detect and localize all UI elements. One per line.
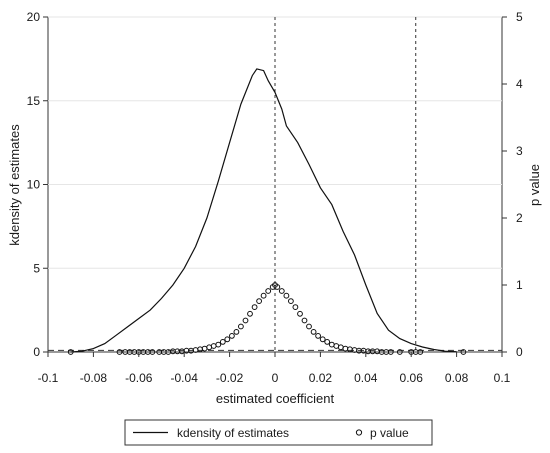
x-tick-label: 0.04 bbox=[354, 371, 378, 385]
legend-marker-pvalue bbox=[355, 429, 363, 436]
pvalue-point bbox=[247, 310, 253, 317]
x-tick-label: 0 bbox=[272, 371, 279, 385]
legend-label-pvalue: p value bbox=[370, 426, 409, 440]
x-tick-label: -0.08 bbox=[80, 371, 108, 385]
x-tick-label: 0.08 bbox=[445, 371, 469, 385]
pvalue-point bbox=[396, 349, 403, 355]
pvalue-point bbox=[116, 349, 123, 355]
y-left-tick-label: 5 bbox=[33, 261, 40, 275]
x-axis-title: estimated coefficient bbox=[216, 391, 335, 406]
pvalue-point bbox=[342, 345, 349, 352]
y-right-tick-label: 4 bbox=[516, 77, 523, 91]
x-tick-label: 0.1 bbox=[494, 371, 511, 385]
y-right-tick-label: 3 bbox=[516, 144, 523, 158]
pvalue-point bbox=[274, 284, 281, 290]
pvalue-point bbox=[256, 298, 263, 305]
pvalue-point bbox=[251, 304, 258, 311]
pvalue-point bbox=[229, 333, 235, 339]
y-axis-title-right: p value bbox=[527, 164, 542, 206]
pvalue-point bbox=[306, 323, 312, 330]
pvalue-point bbox=[278, 288, 285, 294]
pvalue-point bbox=[324, 339, 331, 345]
pvalue-point bbox=[292, 304, 299, 311]
pvalue-point bbox=[337, 344, 344, 351]
y-left-tick-label: 0 bbox=[33, 345, 40, 359]
pvalue-point bbox=[201, 345, 208, 352]
pvalue-point bbox=[387, 349, 394, 355]
x-tick-label: 0.02 bbox=[309, 371, 333, 385]
y-right-tick-label: 1 bbox=[516, 278, 523, 292]
pvalue-point bbox=[197, 346, 204, 353]
pvalue-point bbox=[67, 349, 74, 355]
pvalue-point bbox=[374, 348, 381, 355]
pvalue-point bbox=[238, 323, 244, 330]
pvalue-point bbox=[219, 339, 226, 345]
pvalue-point bbox=[319, 336, 326, 343]
y-right-tick-label: 2 bbox=[516, 211, 523, 225]
x-tick-label: 0.06 bbox=[400, 371, 424, 385]
x-tick-label: -0.06 bbox=[125, 371, 153, 385]
pvalue-point bbox=[460, 349, 467, 355]
pvalue-point bbox=[310, 329, 317, 335]
kdensity-line bbox=[70, 68, 457, 353]
x-tick-label: -0.02 bbox=[216, 371, 244, 385]
pvalue-point bbox=[224, 336, 231, 343]
pvalue-point bbox=[233, 329, 240, 335]
pvalue-point bbox=[149, 349, 156, 355]
y-left-tick-label: 10 bbox=[27, 178, 41, 192]
ticks-layer: -0.1 -0.08 -0.06 -0.04 -0.02 0 0.02 0.04 0.06 0.0… bbox=[27, 10, 523, 385]
legend-box bbox=[124, 419, 433, 446]
pvalue-point bbox=[215, 341, 222, 348]
pvalue-point bbox=[297, 310, 303, 317]
pvalue-point bbox=[347, 346, 353, 353]
x-tick-label: -0.04 bbox=[171, 371, 199, 385]
pvalue-point bbox=[301, 317, 308, 324]
x-tick-label: -0.1 bbox=[38, 371, 59, 385]
pvalue-point bbox=[260, 292, 267, 299]
pvalue-point bbox=[417, 349, 424, 355]
y-left-tick-label: 15 bbox=[27, 94, 41, 108]
pvalue-point bbox=[288, 298, 294, 305]
y-left-tick-label: 20 bbox=[27, 10, 41, 24]
pvalue-point bbox=[242, 317, 249, 324]
legend: kdensity of estimates p value bbox=[124, 419, 433, 446]
y-right-tick-label: 0 bbox=[516, 345, 523, 359]
y-right-tick-label: 5 bbox=[516, 10, 523, 24]
legend-label-kdensity: kdensity of estimates bbox=[177, 426, 289, 440]
y-axis-title-left: kdensity of estimates bbox=[7, 124, 22, 246]
pvalue-point bbox=[315, 333, 322, 339]
pvalue-point bbox=[283, 292, 290, 299]
pvalue-point bbox=[265, 288, 272, 294]
series-layer bbox=[67, 68, 467, 355]
pvalue-point bbox=[210, 343, 217, 349]
